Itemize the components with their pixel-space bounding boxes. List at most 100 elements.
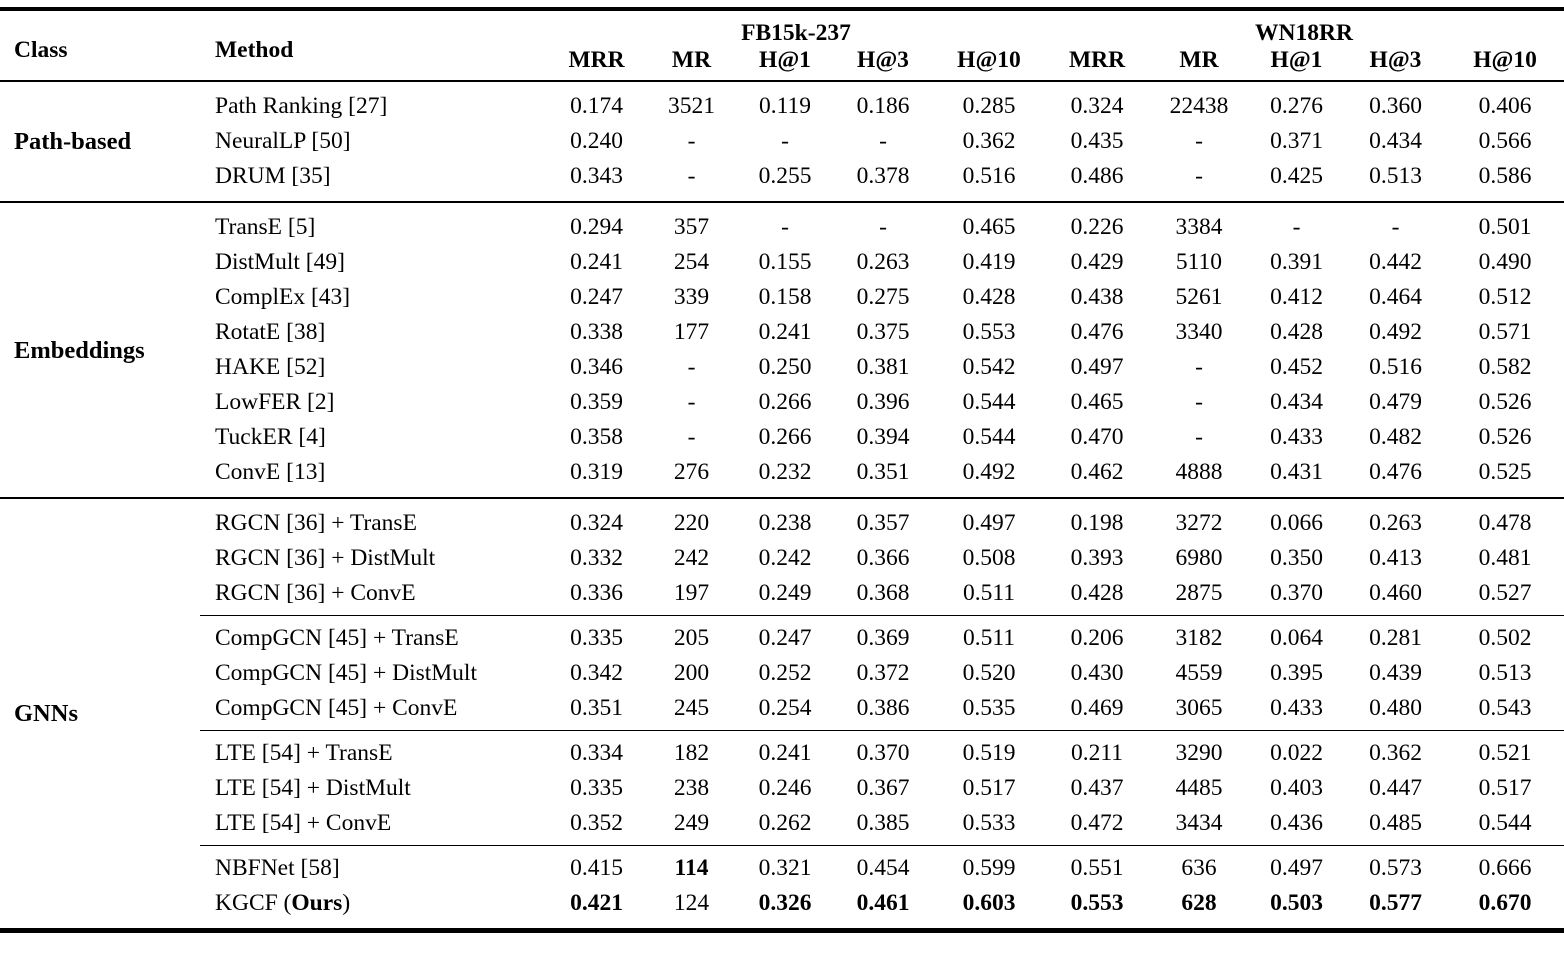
- metric-value-cell: 0.577: [1369, 890, 1422, 916]
- metric-value-cell: 0.368: [856, 580, 910, 606]
- header-row-datasets: Class Method FB15k-237 WN18RR: [0, 9, 1564, 82]
- metric-value-cell: 0.517: [962, 775, 1016, 801]
- metric-value-cell: 0.334: [548, 730, 645, 771]
- metric-value-cell: 0.479: [1369, 389, 1422, 415]
- metric-value-cell: 238: [673, 775, 710, 801]
- metric-value-cell: 0.436: [1270, 810, 1323, 836]
- metric-value-cell: 0.553: [962, 319, 1016, 345]
- metric-value-cell: 249: [673, 810, 710, 836]
- metric-value-cell: 0.155: [758, 249, 812, 275]
- method-cell: ConvE [13]: [215, 459, 326, 485]
- metric-value-cell: 5261: [1175, 284, 1223, 310]
- metric-value-cell: 0.351: [570, 695, 623, 721]
- metric-value-cell: 0.433: [1270, 695, 1323, 721]
- metric-value-cell: 0.465: [934, 201, 1044, 245]
- metric-value-cell: 0.064: [1248, 615, 1345, 656]
- metric-value-cell: 245: [673, 695, 710, 721]
- method-cell: CompGCN [45] + DistMult: [215, 660, 477, 686]
- metric-value-cell: 0.324: [548, 497, 645, 541]
- method-cell: LTE [54] + TransE: [200, 730, 548, 771]
- metric-value-cell: 3272: [1150, 497, 1248, 541]
- metric-value-cell: 0.497: [1248, 845, 1345, 886]
- metric-value-cell: 0.385: [856, 810, 910, 836]
- table-body: Path-based Path Ranking [27] 0.174 3521 0.11…: [0, 81, 1564, 931]
- metric-value-cell: 0.520: [962, 660, 1016, 686]
- metric-value-cell: 0.186: [856, 93, 910, 119]
- col-header-method: Method: [200, 9, 548, 82]
- col-header-fb-mrr: MRR: [548, 46, 645, 82]
- table-row: Path-based Path Ranking [27] 0.174 3521 0.11…: [0, 81, 1564, 155]
- metric-value-cell: 0.394: [856, 424, 910, 450]
- metric-value-cell: 0.442: [1369, 249, 1422, 275]
- col-header-wn-h1: H@1: [1248, 46, 1345, 82]
- metric-value-cell: 0.461: [856, 890, 910, 916]
- metric-value-cell: 0.263: [1345, 497, 1446, 541]
- metric-value-cell: 0.485: [1369, 810, 1422, 836]
- metric-value-cell: 0.415: [548, 845, 645, 886]
- metric-value-cell: -: [1195, 128, 1203, 154]
- table-row: NeuralLP [50] 0.240 - - - 0.362 0.435 - 0.371 0.4…: [0, 124, 1564, 159]
- method-cell: ComplEx [43]: [215, 284, 351, 310]
- metric-value-cell: 0.469: [1070, 695, 1124, 721]
- metric-value-cell: 0.413: [1369, 545, 1422, 571]
- metric-value-cell: 0.362: [1345, 730, 1446, 771]
- metric-value-cell: 0.262: [758, 810, 812, 836]
- metric-value-cell: 0.321: [738, 845, 832, 886]
- metric-value-cell: 0.486: [1070, 163, 1124, 189]
- metric-value-cell: -: [687, 389, 696, 415]
- metric-value-cell: 339: [673, 284, 710, 310]
- metric-value-cell: 0.599: [934, 845, 1044, 886]
- metric-value-cell: 0.666: [1446, 845, 1564, 886]
- method-cell: RGCN [36] + TransE: [200, 497, 548, 541]
- metric-value-cell: -: [1345, 201, 1446, 245]
- metric-value-cell: 0.358: [570, 424, 623, 450]
- metric-value-cell: 3521: [668, 93, 715, 119]
- metric-value-cell: 0.335: [570, 775, 623, 801]
- metric-value-cell: 0.434: [1270, 389, 1323, 415]
- table-row: Embeddings TransE [5] 0.294 357- -0.465 0.226…: [0, 201, 1564, 498]
- metric-value-cell: 200: [673, 660, 710, 686]
- metric-value-cell: 220: [645, 497, 738, 541]
- metric-value-cell: 22438: [1169, 93, 1229, 119]
- metric-value-cell: -: [687, 163, 696, 189]
- metric-value-cell: 3182: [1150, 615, 1248, 656]
- metric-value-cell: 0.370: [1270, 580, 1323, 606]
- method-cell: RGCN [36] + DistMult: [215, 545, 436, 571]
- metric-value-cell: 0.366: [856, 545, 910, 571]
- table-row: LTE [54] + ConvE 0.352 249 0.262 0.385 0.533 0…: [0, 806, 1564, 846]
- metric-value-cell: 0.294: [548, 201, 645, 245]
- metric-value-cell: 0.502: [1446, 615, 1564, 656]
- metric-value-cell: 0.433: [1270, 424, 1323, 450]
- metric-value-cell: 0.246: [758, 775, 812, 801]
- col-header-fb-h10: H@10: [934, 46, 1044, 82]
- metric-value-cell: 0.480: [1369, 695, 1422, 721]
- metric-value-cell: 0.497: [1070, 354, 1124, 380]
- metric-value-cell: 177: [673, 319, 710, 345]
- metric-value-cell: 0.378: [856, 163, 910, 189]
- method-cell: Path Ranking [27]: [215, 93, 388, 119]
- metric-value-cell: 0.544: [1478, 810, 1532, 836]
- metric-value-cell: 242: [673, 545, 710, 571]
- metric-value-cell: 2875: [1175, 580, 1223, 606]
- table-row: ConvE [13] 0.319 276 0.232 0.351 0.492 0.462 48…: [0, 455, 1564, 498]
- col-header-wn-mrr: MRR: [1044, 46, 1150, 82]
- metric-value-cell: 0.319: [570, 459, 623, 485]
- metric-value-cell: -: [781, 128, 789, 154]
- table-row: KGCF (Ours) 0.421 124 0.326 0.461 0.603 0.553 6…: [0, 886, 1564, 931]
- metric-value-cell: 0.462: [1070, 459, 1124, 485]
- metric-value-cell: 0.285: [962, 93, 1016, 119]
- metric-value-cell: 357: [645, 201, 738, 245]
- metric-value-cell: 0.351: [856, 459, 910, 485]
- metric-value-cell: 0.521: [1446, 730, 1564, 771]
- metric-value-cell: 0.470: [1070, 424, 1124, 450]
- col-header-fb-h3: H@3: [832, 46, 934, 82]
- metric-value-cell: 628: [1181, 890, 1217, 916]
- metric-value-cell: 0.381: [856, 354, 910, 380]
- method-cell: RotatE [38]: [215, 319, 326, 345]
- class-label-gnns: GNNs: [0, 497, 200, 931]
- metric-value-cell: 0.326: [758, 890, 812, 916]
- metric-value-cell: 0.119: [758, 93, 811, 119]
- metric-value-cell: 0.241: [738, 730, 832, 771]
- metric-value-cell: 0.211: [1044, 730, 1150, 771]
- table-row: HAKE [52] 0.346 - 0.250 0.381 0.542 0.497 - 0.45…: [0, 350, 1564, 385]
